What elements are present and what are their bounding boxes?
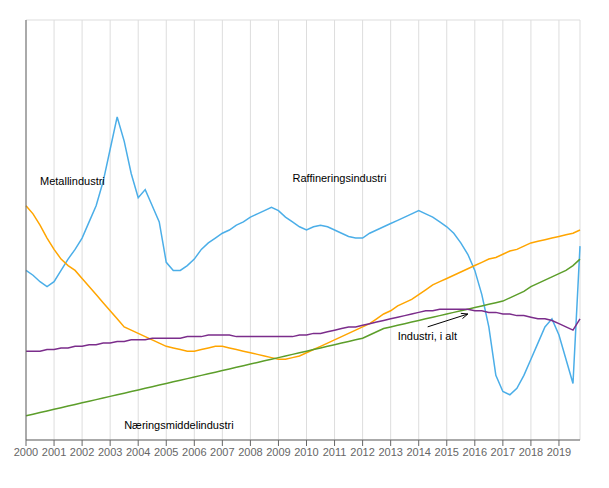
svg-text:Næringsmiddelindustri: Næringsmiddelindustri	[124, 419, 233, 431]
svg-text:2011: 2011	[323, 446, 347, 458]
svg-text:2006: 2006	[182, 446, 206, 458]
svg-text:2019: 2019	[547, 446, 571, 458]
svg-text:2005: 2005	[154, 446, 178, 458]
svg-text:2001: 2001	[42, 446, 66, 458]
svg-text:2010: 2010	[294, 446, 318, 458]
svg-text:Industri, i alt: Industri, i alt	[398, 330, 457, 342]
svg-text:2012: 2012	[350, 446, 374, 458]
svg-text:2004: 2004	[126, 446, 150, 458]
svg-text:Metallindustri: Metallindustri	[40, 175, 105, 187]
svg-text:2018: 2018	[519, 446, 543, 458]
svg-text:Raffineringsindustri: Raffineringsindustri	[292, 172, 386, 184]
svg-text:2003: 2003	[98, 446, 122, 458]
svg-text:2013: 2013	[378, 446, 402, 458]
svg-text:2002: 2002	[70, 446, 94, 458]
svg-text:2014: 2014	[406, 446, 430, 458]
svg-text:2007: 2007	[210, 446, 234, 458]
svg-text:2015: 2015	[435, 446, 459, 458]
svg-text:2017: 2017	[491, 446, 515, 458]
svg-text:2009: 2009	[266, 446, 290, 458]
svg-text:2008: 2008	[238, 446, 262, 458]
svg-text:2016: 2016	[463, 446, 487, 458]
svg-text:2000: 2000	[14, 446, 38, 458]
